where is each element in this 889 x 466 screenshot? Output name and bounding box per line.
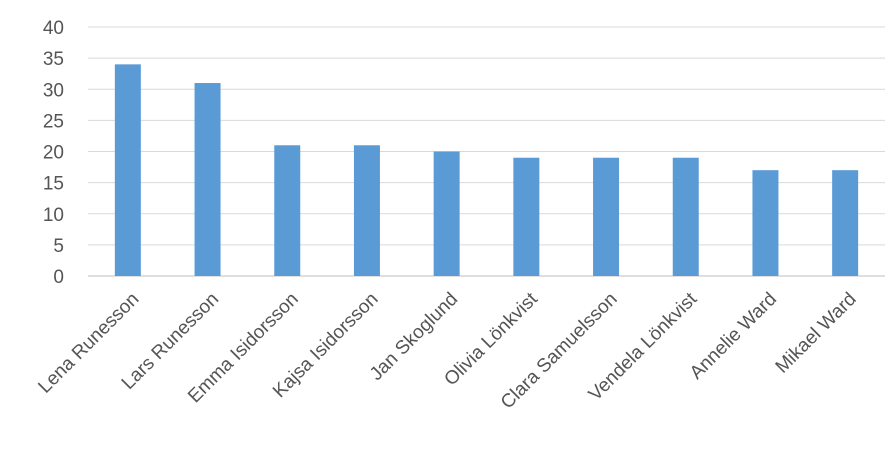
y-tick-label: 0: [53, 267, 64, 288]
bar: [353, 145, 380, 276]
bar: [832, 170, 859, 276]
y-tick-label: 20: [43, 143, 64, 164]
x-category-label: Mikael Ward: [772, 289, 861, 378]
bar: [194, 83, 221, 277]
bar: [672, 157, 699, 276]
gridlines: [88, 26, 885, 277]
y-tick-label: 30: [43, 80, 64, 101]
bar: [114, 64, 141, 276]
y-tick-label: 10: [43, 205, 64, 226]
y-tick-label: 5: [53, 236, 64, 257]
y-axis-tick-labels: 0 5 10 15 20 25 30 35 40: [43, 18, 64, 288]
y-tick-label: 25: [43, 111, 64, 132]
bar: [433, 151, 460, 276]
y-tick-label: 40: [43, 18, 64, 39]
bar: [513, 157, 540, 276]
y-tick-label: 15: [43, 174, 64, 195]
bars: [114, 64, 859, 277]
bar: [593, 157, 620, 276]
bar: [274, 145, 301, 276]
bar: [752, 170, 779, 276]
y-tick-label: 35: [43, 49, 64, 70]
